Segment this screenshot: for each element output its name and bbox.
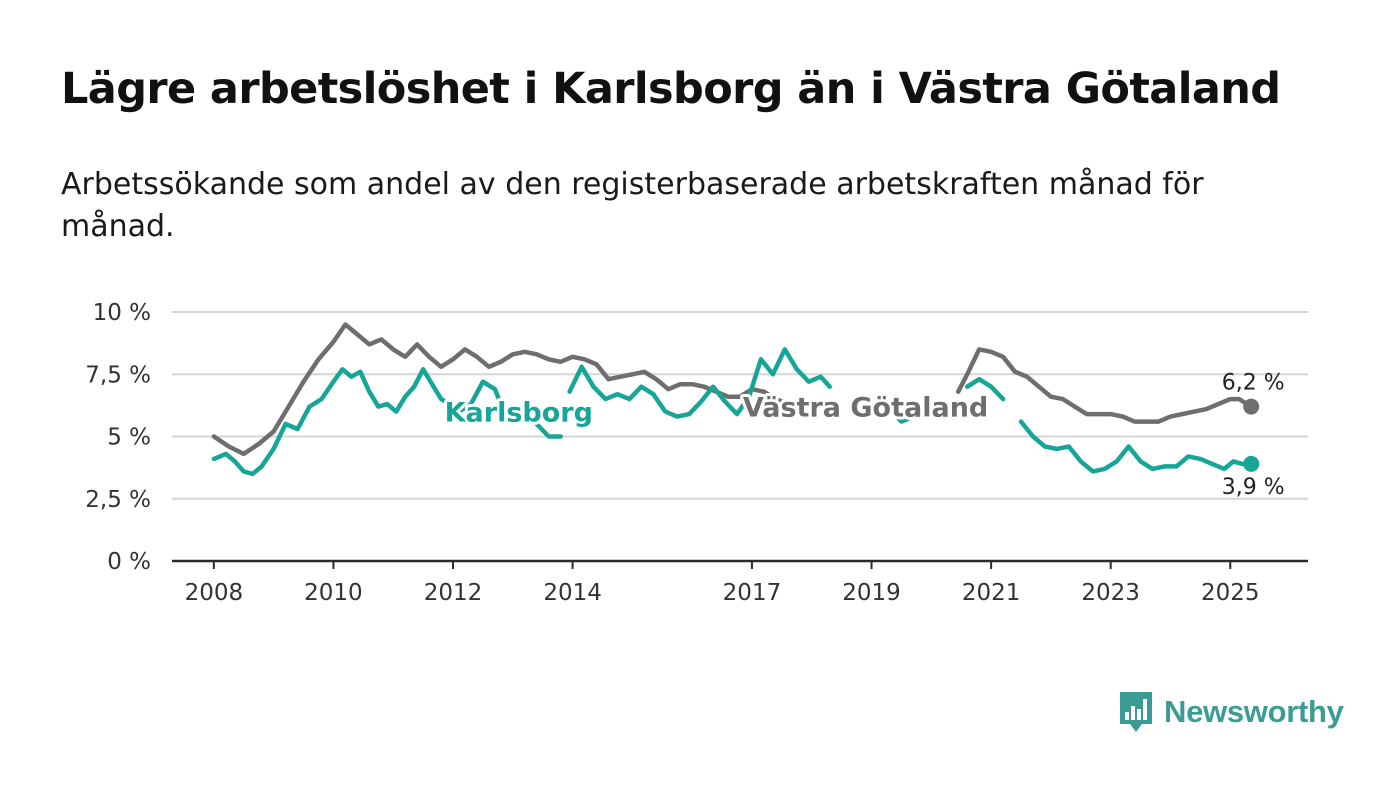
x-tick-label: 2023 [1081, 580, 1140, 606]
series-line-karlsborg [1018, 419, 1254, 474]
end-point-v-stra-g-taland [1243, 398, 1260, 415]
chart-subtitle: Arbetssökande som andel av den registerb… [61, 167, 1204, 244]
series-label-v-stra-g-taland: Västra Götaland [743, 393, 988, 424]
x-tick-label: 2019 [842, 580, 901, 606]
series-line-karlsborg [887, 406, 916, 424]
end-value-label-v-stra-g-taland: 6,2 % [1222, 371, 1285, 396]
series-line-karlsborg [211, 367, 516, 477]
series-line-karlsborg [964, 376, 1006, 402]
x-tick-label: 2012 [424, 580, 483, 606]
y-tick-label: 7,5 % [85, 362, 151, 388]
x-tick-label: 2017 [723, 580, 782, 606]
series-label-karlsborg: Karlsborg [445, 398, 593, 429]
series-line-v-stra-g-taland [955, 347, 1254, 424]
end-point-karlsborg [1243, 455, 1260, 472]
y-tick-label: 5 % [107, 425, 151, 451]
x-tick-label: 2025 [1201, 580, 1260, 606]
y-tick-label: 10 % [93, 300, 151, 326]
gridlines [172, 311, 1308, 500]
y-tick-label: 2,5 % [85, 487, 151, 513]
axes: 0 % 2,5 % 5 % 7,5 % 10 % 2008 2010 2012 2014 2017… [85, 300, 1308, 606]
series-line-v-stra-g-taland [211, 322, 785, 457]
series-lines [211, 322, 1260, 477]
newsworthy-logo[interactable]: Newsworthy [1118, 690, 1344, 734]
chart-title: Lägre arbetslöshet i Karlsborg än i Väst… [61, 64, 1281, 114]
x-tick-label: 2014 [543, 580, 602, 606]
x-tick-label: 2021 [962, 580, 1021, 606]
x-tick-label: 2008 [185, 580, 244, 606]
series-line-karlsborg [534, 421, 563, 439]
y-tick-label: 0 % [107, 549, 151, 575]
series-line-karlsborg [567, 347, 832, 419]
brand-name: Newsworthy [1164, 694, 1344, 729]
x-tick-label: 2010 [304, 580, 363, 606]
chat-bars-icon [1120, 692, 1152, 732]
end-value-label-karlsborg: 3,9 % [1222, 475, 1285, 500]
series-labels: 6,2 % Västra Götaland 3,9 % Karlsborg [442, 371, 1285, 500]
